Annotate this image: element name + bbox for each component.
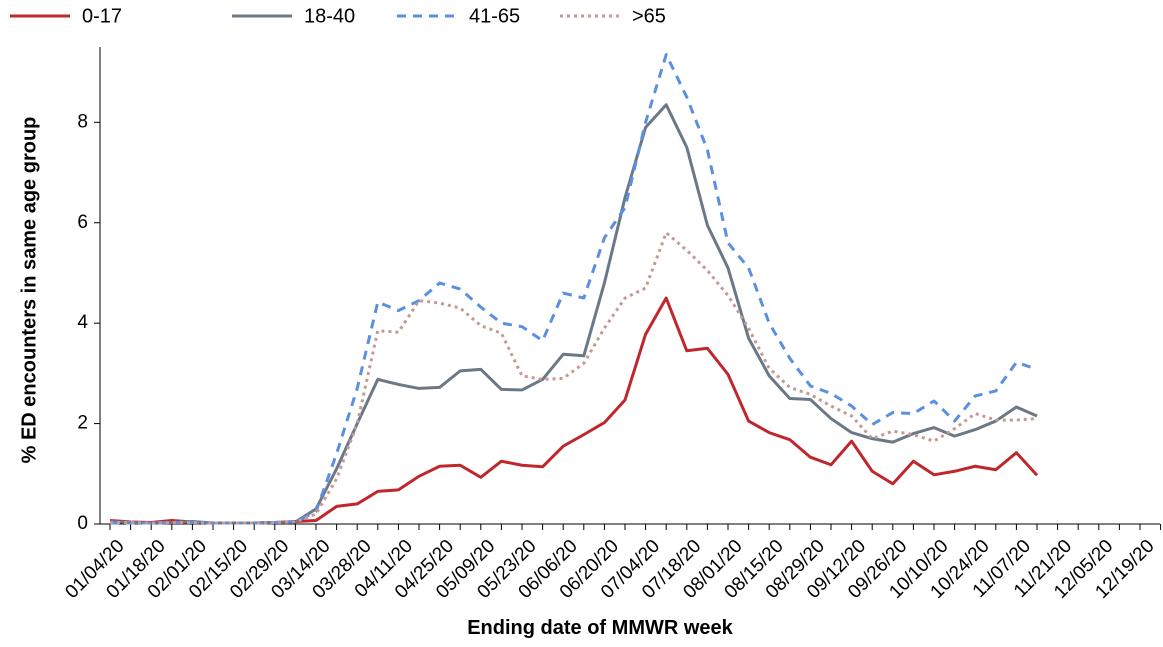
y-tick-label: 0 xyxy=(77,513,88,534)
legend-label: 41-65 xyxy=(469,5,520,27)
y-axis-title: % ED encounters in same age group xyxy=(18,117,40,464)
y-tick-label: 8 xyxy=(77,111,88,132)
series-line xyxy=(109,103,1038,525)
y-tick-label: 6 xyxy=(77,212,88,233)
legend-label: 18-40 xyxy=(304,5,355,27)
y-tick-label: 4 xyxy=(77,312,88,333)
x-axis-title: Ending date of MMWR week xyxy=(467,617,733,639)
legend-label: >65 xyxy=(632,5,666,27)
y-tick-label: 2 xyxy=(77,413,88,434)
series-line xyxy=(109,296,1039,525)
series-line xyxy=(110,231,1038,525)
series-line xyxy=(110,53,1038,525)
legend-label: 0-17 xyxy=(82,5,122,27)
